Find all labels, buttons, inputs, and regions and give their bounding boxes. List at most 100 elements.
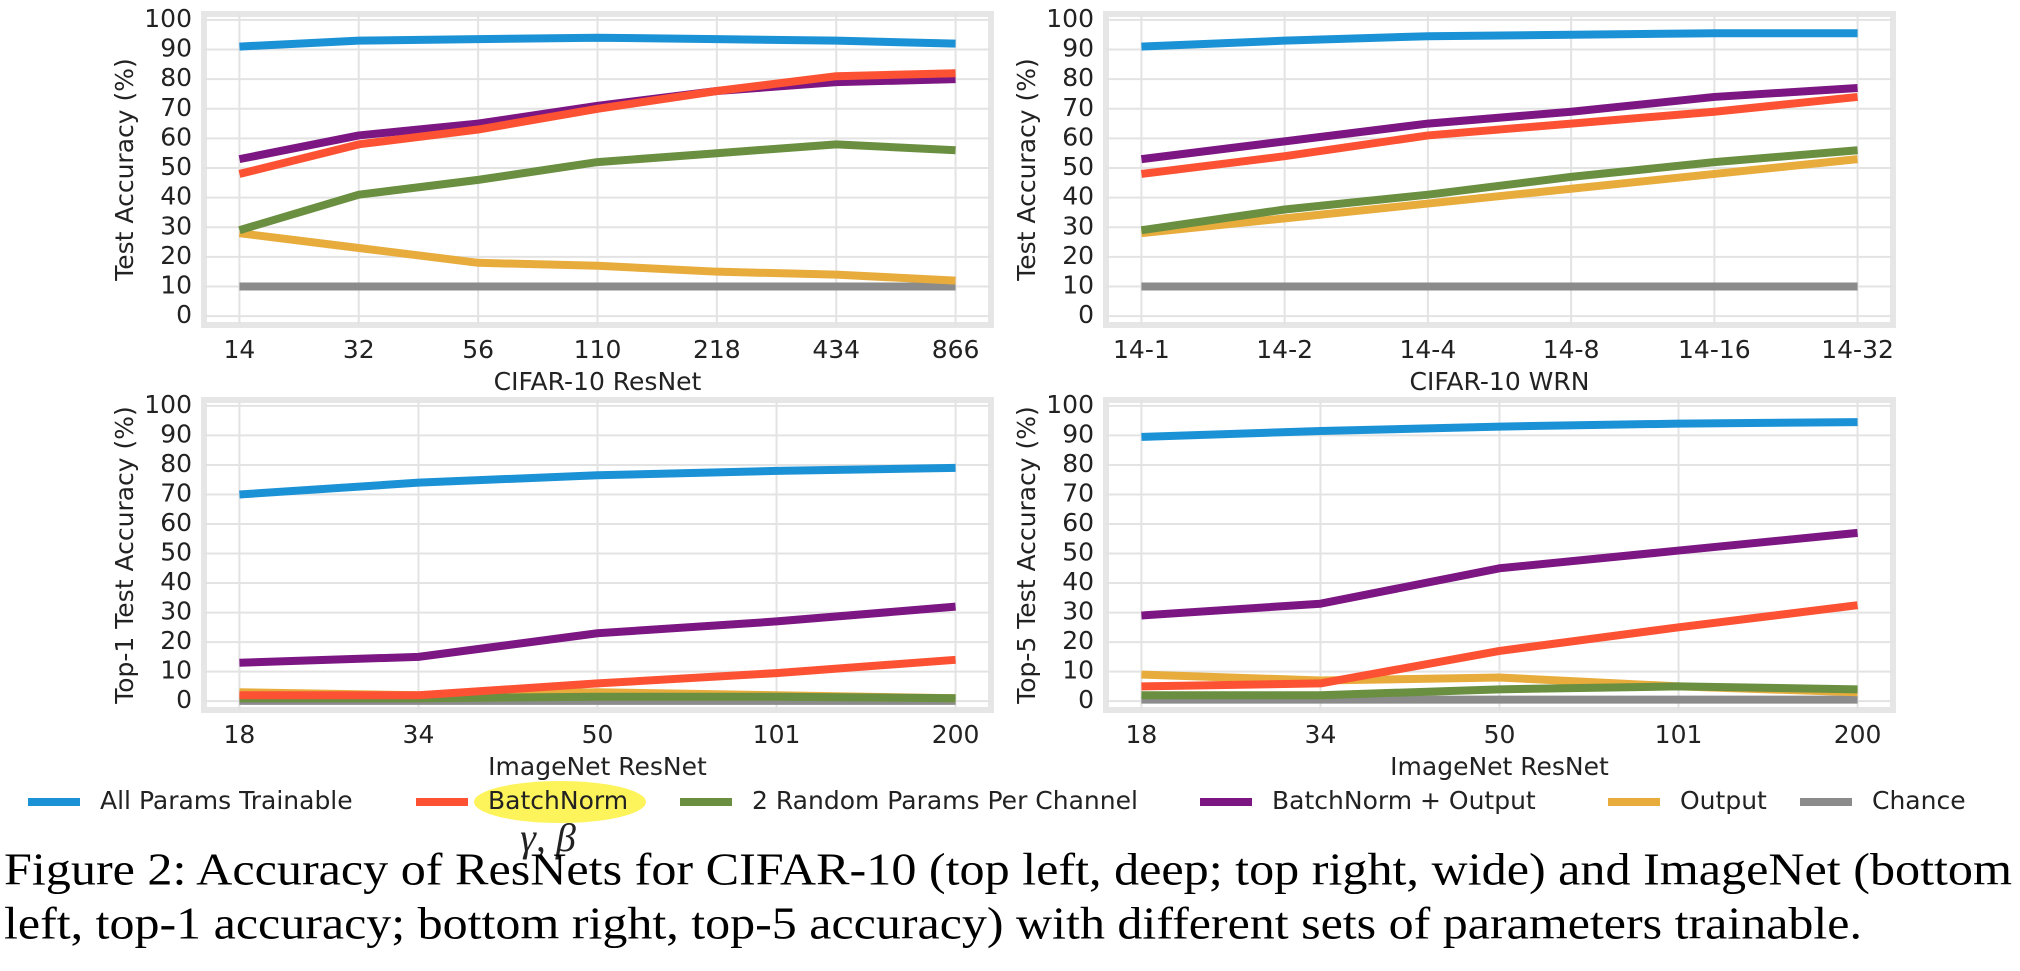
x-tick-label: 866: [932, 335, 980, 364]
x-tick-label: 18: [1126, 720, 1158, 749]
x-tick-label: 34: [1305, 720, 1337, 749]
caption: Figure 2: Accuracy of ResNets for CIFAR-…: [4, 844, 2012, 895]
y-tick-label: 70: [160, 478, 192, 507]
y-tick-label: 0: [1078, 685, 1094, 714]
series-line: 2 Random Params Per Channel: [238, 140, 956, 235]
y-tick-label: 90: [160, 419, 192, 448]
x-tick-label: 18: [224, 720, 256, 749]
y-tick-label: 70: [1062, 93, 1094, 122]
y-axis-label: Top-1 Test Accuracy (%): [110, 406, 139, 705]
y-tick-label: 20: [160, 626, 192, 655]
y-tick-label: 50: [1062, 538, 1094, 567]
y-tick-label: 80: [1062, 63, 1094, 92]
x-tick-label: 218: [693, 335, 741, 364]
y-tick-label: 100: [144, 390, 192, 419]
y-tick-label: 10: [1062, 270, 1094, 299]
y-tick-label: 30: [160, 597, 192, 626]
series-line: Output: [1141, 155, 1858, 238]
x-axis-label: ImageNet ResNet: [1390, 752, 1609, 781]
legend-label: BatchNorm: [488, 786, 628, 815]
y-tick-label: 90: [1062, 419, 1094, 448]
x-tick-label: 50: [582, 720, 614, 749]
x-tick-label: 110: [574, 335, 622, 364]
series-line: BatchNorm + Output: [239, 602, 956, 667]
x-axis-label: CIFAR-10 WRN: [1410, 367, 1590, 396]
y-tick-label: 90: [1062, 34, 1094, 63]
legend-label: 2 Random Params Per Channel: [752, 786, 1138, 815]
y-tick-label: 20: [160, 241, 192, 270]
series-line: 2 Random Params Per Channel: [1140, 146, 1858, 235]
legend-label: All Params Trainable: [100, 786, 353, 815]
y-tick-label: 40: [160, 182, 192, 211]
y-tick-label: 100: [1046, 390, 1094, 419]
highlight: [474, 781, 646, 823]
series-line: All Params Trainable: [1141, 418, 1858, 441]
series-line: All Params Trainable: [239, 33, 956, 51]
x-tick-label: 14: [224, 335, 256, 364]
y-tick-label: 50: [160, 152, 192, 181]
y-tick-label: 10: [1062, 656, 1094, 685]
y-tick-label: 80: [1062, 449, 1094, 478]
x-tick-label: 101: [1655, 720, 1703, 749]
x-tick-label: 14-4: [1400, 335, 1457, 364]
x-tick-label: 34: [403, 720, 435, 749]
x-axis-label: ImageNet ResNet: [488, 752, 707, 781]
x-tick-label: 50: [1484, 720, 1516, 749]
y-tick-label: 90: [160, 34, 192, 63]
y-tick-label: 20: [1062, 626, 1094, 655]
y-tick-label: 30: [160, 211, 192, 240]
y-tick-label: 10: [160, 270, 192, 299]
x-tick-label: 14-2: [1256, 335, 1313, 364]
y-axis-label: Test Accuracy (%): [1012, 58, 1041, 282]
y-tick-label: 0: [1078, 300, 1094, 329]
y-tick-label: 60: [1062, 122, 1094, 151]
series-line: Output: [238, 229, 956, 285]
x-tick-label: 56: [462, 335, 494, 364]
y-tick-label: 0: [176, 685, 192, 714]
series-line: BatchNorm: [1140, 92, 1858, 178]
y-tick-label: 40: [1062, 567, 1094, 596]
series-line: BatchNorm: [239, 655, 956, 700]
y-tick-label: 100: [1046, 4, 1094, 33]
y-tick-label: 30: [1062, 211, 1094, 240]
y-tick-label: 100: [144, 4, 192, 33]
y-tick-label: 60: [160, 122, 192, 151]
legend-label: Output: [1680, 786, 1767, 815]
series-line: All Params Trainable: [239, 463, 956, 499]
x-tick-label: 101: [753, 720, 801, 749]
caption: left, top-1 accuracy; bottom right, top-…: [4, 898, 1862, 949]
y-tick-label: 10: [160, 656, 192, 685]
y-tick-label: 20: [1062, 241, 1094, 270]
y-tick-label: 60: [160, 508, 192, 537]
x-tick-label: 14-32: [1821, 335, 1894, 364]
series-line: BatchNorm + Output: [1140, 84, 1858, 164]
y-axis-label: Test Accuracy (%): [110, 58, 139, 282]
series-line: BatchNorm: [1141, 601, 1859, 691]
y-tick-label: 40: [1062, 182, 1094, 211]
x-tick-label: 14-1: [1113, 335, 1170, 364]
annotation: γ, β: [520, 815, 576, 860]
x-tick-label: 200: [1834, 720, 1882, 749]
y-tick-label: 60: [1062, 508, 1094, 537]
y-tick-label: 30: [1062, 597, 1094, 626]
y-tick-label: 50: [1062, 152, 1094, 181]
x-tick-label: 200: [932, 720, 980, 749]
series-line: All Params Trainable: [1141, 29, 1858, 51]
x-tick-label: 14-8: [1543, 335, 1600, 364]
x-tick-label: 32: [343, 335, 375, 364]
x-tick-label: 14-16: [1678, 335, 1751, 364]
y-tick-label: 40: [160, 567, 192, 596]
y-tick-label: 70: [1062, 478, 1094, 507]
series-line: BatchNorm: [238, 69, 956, 178]
y-tick-label: 80: [160, 449, 192, 478]
x-axis-label: CIFAR-10 ResNet: [494, 367, 702, 396]
y-tick-label: 80: [160, 63, 192, 92]
series-line: BatchNorm + Output: [1141, 528, 1858, 620]
y-tick-label: 70: [160, 93, 192, 122]
legend-label: Chance: [1872, 786, 1966, 815]
y-axis-label: Top-5 Test Accuracy (%): [1012, 406, 1041, 705]
y-tick-label: 0: [176, 300, 192, 329]
legend-label: BatchNorm + Output: [1272, 786, 1536, 815]
series-line: 2 Random Params Per Channel: [1141, 682, 1858, 700]
